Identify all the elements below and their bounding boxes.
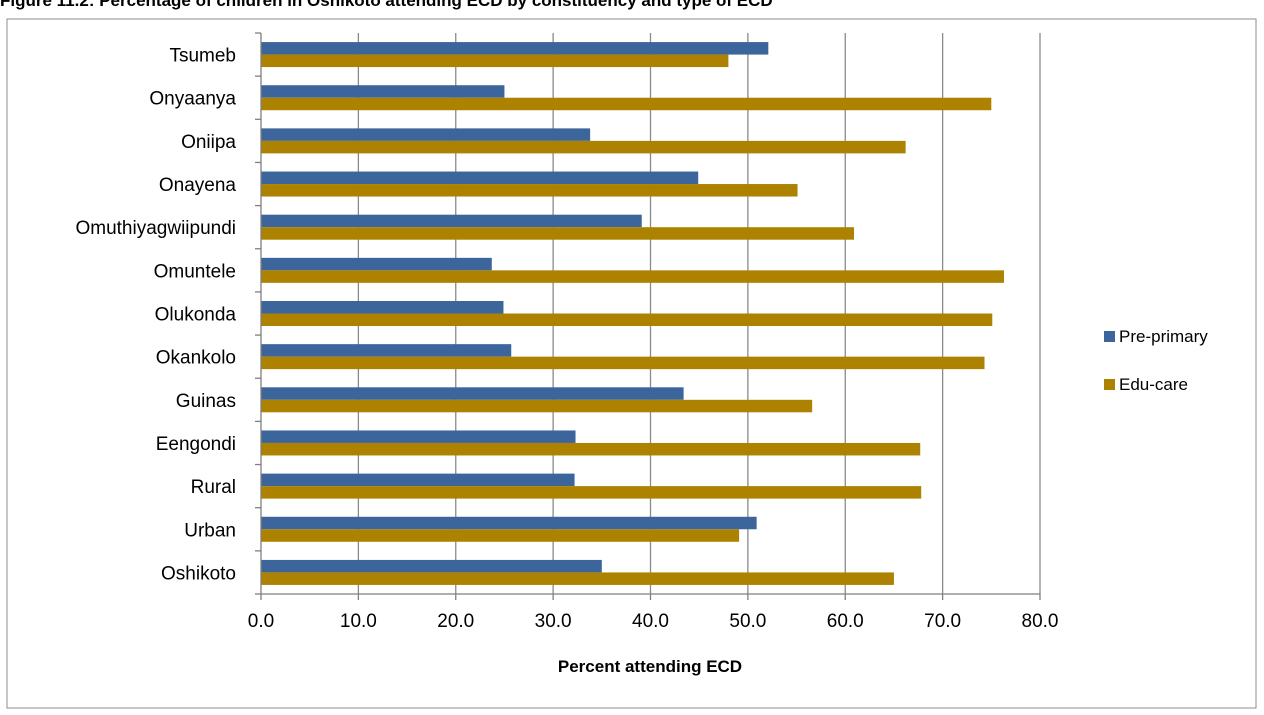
bar-edu-care-eengondi: [261, 442, 921, 456]
bar-pre-primary-oshikoto: [261, 559, 602, 573]
y-tick-label: Okankolo: [156, 348, 236, 369]
bar-pre-primary-omuthiyagwiipundi: [261, 214, 642, 228]
bar-pre-primary-guinas: [261, 387, 684, 400]
y-tick-label: Urban: [184, 520, 236, 541]
bar-edu-care-oniipa: [261, 140, 906, 154]
y-tick-label: Olukonda: [155, 305, 237, 326]
bar-pre-primary-olukonda: [261, 301, 504, 314]
x-tick-label: 20.0: [437, 611, 474, 632]
x-tick-label: 60.0: [827, 611, 864, 632]
y-tick-label: Tsumeb: [169, 46, 236, 67]
x-tick-label: 0.0: [248, 611, 274, 632]
bar-edu-care-oshikoto: [261, 572, 894, 585]
x-tick-label: 80.0: [1022, 611, 1059, 632]
y-tick-label: Guinas: [176, 391, 236, 412]
bar-edu-care-guinas: [261, 399, 813, 413]
bar-pre-primary-eengondi: [261, 430, 576, 443]
legend-swatch: [1104, 331, 1115, 342]
bars: [261, 42, 1004, 585]
y-tick-label: Eengondi: [156, 434, 236, 455]
legend-label: Edu-care: [1119, 375, 1188, 394]
x-tick-label: 50.0: [729, 611, 766, 632]
bar-edu-care-okankolo: [261, 356, 985, 370]
bar-edu-care-onyaanya: [261, 97, 992, 111]
y-tick-label: Oshikoto: [161, 563, 236, 584]
y-axis-labels: Tsumeb Onyaanya Oniipa Onayena Omuthiyagwiip…: [75, 46, 236, 585]
x-tick-label: 10.0: [340, 611, 377, 632]
axes: [255, 32, 1041, 600]
x-tick-label: 40.0: [632, 611, 669, 632]
x-tick-label: 30.0: [535, 611, 572, 632]
bar-edu-care-onayena: [261, 184, 798, 197]
x-axis-title: Percent attending ECD: [558, 657, 742, 676]
y-tick-label: Onyaanya: [149, 89, 236, 110]
x-axis-labels: 0.0 10.0 20.0 30.0 40.0 50.0 60.0 70.0 80.0: [248, 611, 1059, 632]
bar-pre-primary-okankolo: [261, 344, 512, 357]
legend-swatch: [1104, 379, 1115, 390]
bar-pre-primary-oniipa: [261, 128, 591, 141]
legend: Pre-primary Edu-care: [1104, 327, 1208, 394]
bar-pre-primary-omuntele: [261, 257, 492, 271]
y-tick-label: Onayena: [159, 175, 237, 196]
chart-title: Figure 11.2: Percentage of children in O…: [0, 0, 773, 10]
bar-edu-care-rural: [261, 486, 922, 499]
y-tick-label: Oniipa: [181, 132, 236, 153]
y-tick-label: Rural: [191, 477, 236, 498]
legend-label: Pre-primary: [1119, 327, 1208, 346]
bar-pre-primary-onayena: [261, 171, 699, 185]
bar-pre-primary-onyaanya: [261, 85, 505, 98]
y-tick-label: Omuntele: [154, 261, 236, 282]
bar-edu-care-tsumeb: [261, 54, 729, 68]
bar-pre-primary-tsumeb: [261, 42, 769, 55]
bar-edu-care-omuthiyagwiipundi: [261, 227, 855, 240]
bar-edu-care-omuntele: [261, 270, 1004, 283]
bar-pre-primary-rural: [261, 473, 575, 487]
x-tick-label: 70.0: [924, 611, 961, 632]
bar-edu-care-urban: [261, 529, 740, 542]
y-tick-label: Omuthiyagwiipundi: [75, 218, 236, 239]
bar-edu-care-olukonda: [261, 313, 993, 326]
bar-pre-primary-urban: [261, 516, 757, 530]
